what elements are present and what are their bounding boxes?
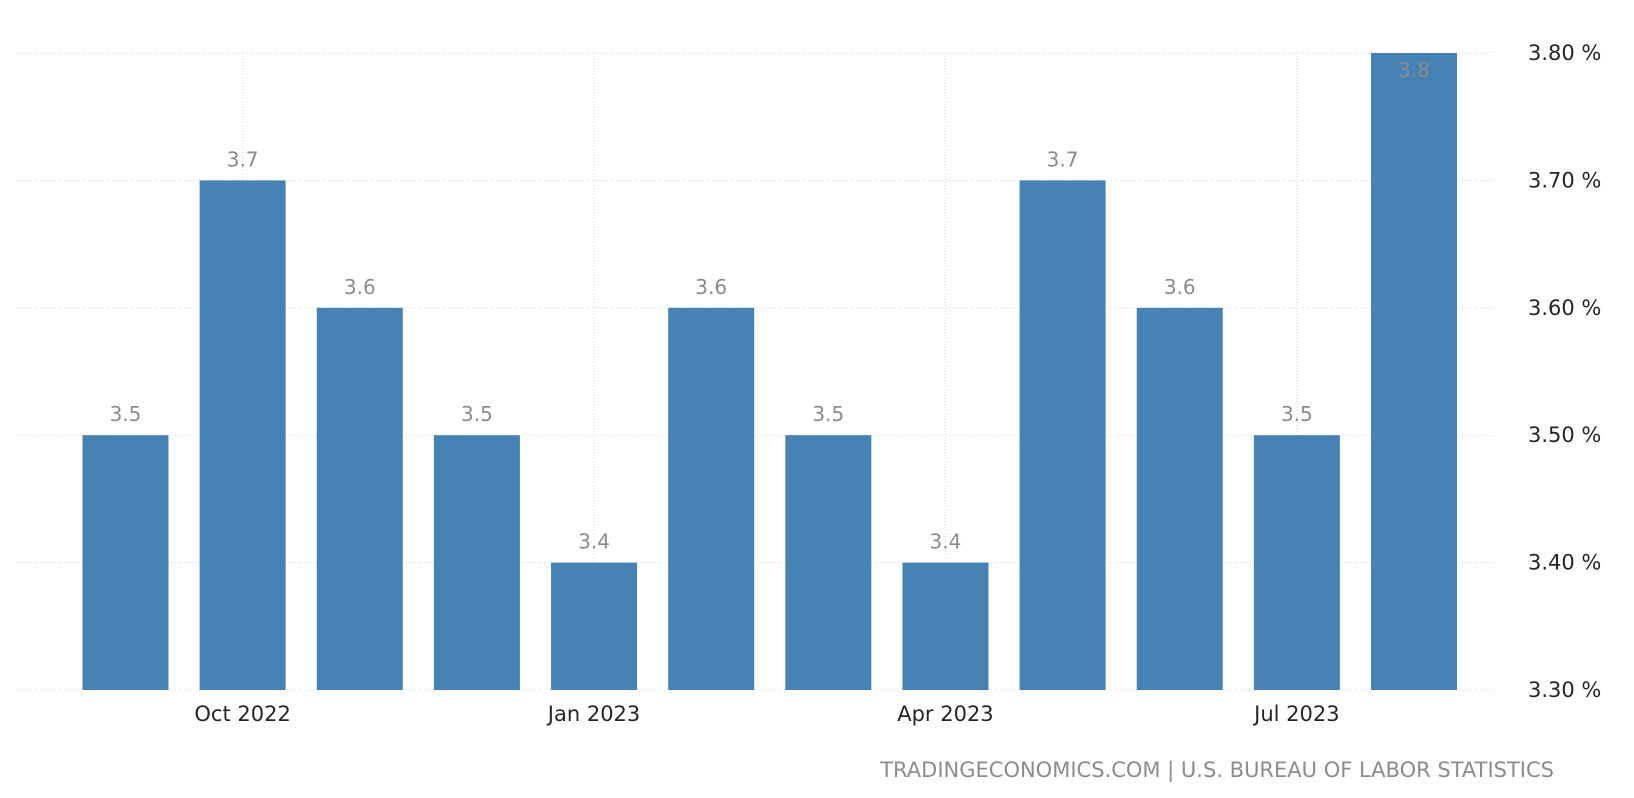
data-label: 3.5: [461, 402, 493, 426]
data-label: 3.4: [578, 530, 610, 554]
data-label: 3.5: [812, 402, 844, 426]
x-tick-label: Apr 2023: [897, 702, 993, 726]
bar: [902, 562, 989, 690]
y-tick-label: 3.50 %: [1528, 423, 1601, 447]
y-tick-label: 3.30 %: [1528, 678, 1601, 702]
bar: [82, 435, 169, 690]
y-tick-label: 3.40 %: [1528, 551, 1601, 575]
bar: [1371, 53, 1457, 690]
bar: [1136, 307, 1223, 690]
y-tick-label: 3.80 %: [1528, 41, 1601, 65]
y-tick-label: 3.60 %: [1528, 296, 1601, 320]
x-tick-label: Jan 2023: [546, 702, 641, 726]
x-tick-label: Oct 2022: [194, 702, 290, 726]
source-attribution: TRADINGECONOMICS.COM | U.S. BUREAU OF LA…: [880, 758, 1554, 782]
data-label: 3.5: [1281, 402, 1313, 426]
bar: [316, 307, 403, 690]
bar: [1253, 435, 1340, 690]
data-label: 3.6: [344, 275, 376, 299]
bar: [551, 562, 638, 690]
data-label: 3.7: [227, 147, 259, 171]
data-label: 3.8: [1398, 58, 1430, 82]
data-label: 3.6: [1164, 275, 1196, 299]
x-tick-label: Jul 2023: [1252, 702, 1339, 726]
bar: [199, 180, 286, 690]
bar: [1019, 180, 1106, 690]
data-label: 3.5: [110, 402, 142, 426]
y-tick-label: 3.70 %: [1528, 168, 1601, 192]
data-label: 3.4: [930, 530, 962, 554]
bar: [668, 307, 755, 690]
bar: [785, 435, 872, 690]
data-label: 3.6: [695, 275, 727, 299]
bar: [433, 435, 520, 690]
data-label: 3.7: [1047, 147, 1079, 171]
